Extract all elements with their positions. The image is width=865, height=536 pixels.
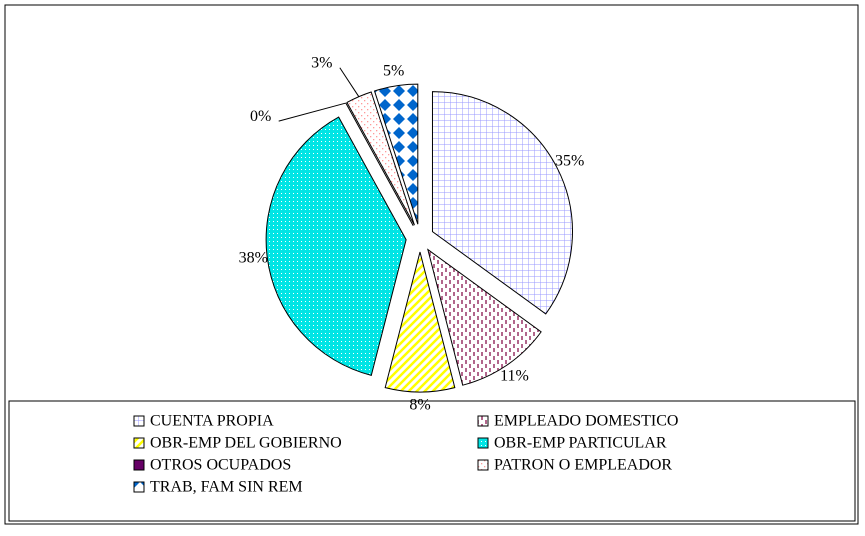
pie-slice [384, 251, 456, 393]
data-label: 3% [311, 54, 332, 71]
legend-label: EMPLEADO DOMESTICO [494, 413, 678, 430]
data-label: 0% [250, 108, 271, 125]
legend-swatch [477, 459, 489, 471]
legend-label: TRAB, FAM SIN REM [150, 479, 303, 496]
leader-line [339, 67, 360, 97]
data-label: 8% [409, 397, 430, 414]
pie-slice [265, 116, 407, 376]
legend-label: OBR-EMP DEL GOBIERNO [150, 435, 342, 452]
legend-swatch [133, 459, 145, 471]
pie-slice [373, 83, 419, 225]
legend-label: OTROS OCUPADOS [150, 457, 291, 474]
legend-label: CUENTA PROPIA [150, 413, 274, 430]
legend-label: OBR-EMP PARTICULAR [494, 435, 667, 452]
data-label: 38% [239, 250, 268, 267]
legend-swatch [133, 481, 145, 493]
data-label: 5% [383, 63, 404, 80]
legend-box [8, 400, 856, 522]
data-label: 11% [500, 368, 529, 385]
pie-slice [427, 248, 542, 386]
pie-slice [431, 91, 573, 315]
legend-swatch [133, 415, 145, 427]
legend-swatch [133, 437, 145, 449]
legend-swatch [477, 437, 489, 449]
leader-line [278, 102, 346, 122]
legend-swatch [477, 415, 489, 427]
legend-label: PATRON O EMPLEADOR [494, 457, 672, 474]
data-label: 35% [555, 152, 584, 169]
